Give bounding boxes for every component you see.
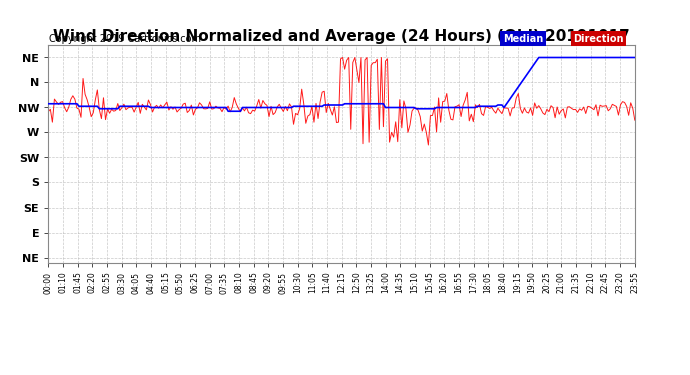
Text: Copyright 2019 Cartronics.com: Copyright 2019 Cartronics.com xyxy=(49,34,201,44)
Title: Wind Direction Normalized and Average (24 Hours) (Old) 20191017: Wind Direction Normalized and Average (2… xyxy=(53,29,630,44)
Text: Direction: Direction xyxy=(573,34,624,44)
Text: Median: Median xyxy=(503,34,543,44)
